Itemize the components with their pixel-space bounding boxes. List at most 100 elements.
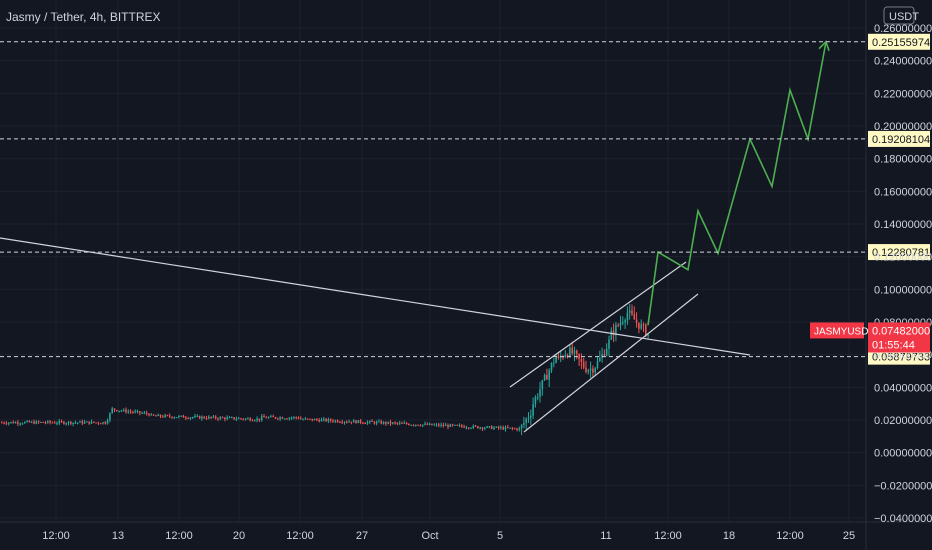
candle-body [306, 418, 309, 420]
candle-body [173, 417, 176, 419]
projection-path [647, 41, 827, 326]
candle-body [168, 415, 171, 417]
candle-body [382, 421, 385, 424]
candle-body [251, 420, 254, 422]
candle-body [134, 411, 136, 413]
candle-body [70, 421, 72, 424]
candle-body [405, 422, 408, 424]
candle-body [219, 417, 222, 420]
candle-body [408, 423, 410, 426]
candle-body [327, 419, 330, 422]
candle-body [40, 422, 42, 424]
candle-body [530, 415, 532, 418]
candle-body [256, 418, 258, 421]
level-label: 0.25155974 [872, 37, 930, 49]
candle-body [237, 418, 240, 420]
price-tick-label: 0.12000000 [874, 252, 932, 264]
candle-body [127, 411, 130, 413]
time-axis[interactable]: 12:00 13 12:00 20 12:00 27 Oct 5 11 12:00 18 12:00 2… [42, 530, 855, 542]
candle-body [129, 411, 132, 413]
candle-body [555, 356, 557, 363]
price-tick-label: 0.18000000 [874, 154, 932, 166]
candle-body [286, 418, 288, 420]
candle-body [274, 417, 277, 419]
candle-body [624, 320, 626, 323]
time-tick-label: 20 [233, 530, 245, 542]
candle-body [585, 367, 587, 372]
candle-body [645, 324, 647, 337]
candle-body [323, 418, 325, 420]
candle-body [283, 418, 286, 420]
time-tick-label: Oct [421, 530, 438, 542]
candle-body [571, 347, 573, 354]
horizontal-levels: 0.25155974 0.19208104 0.12280781 0.05879733 [0, 33, 930, 365]
price-axis[interactable]: 0.26000000 0.24000000 0.22000000 0.20000000… [810, 6, 932, 525]
candle-body [357, 420, 360, 424]
candle-body [122, 409, 125, 411]
candle-body [235, 418, 238, 420]
candle-body [490, 426, 493, 429]
candle-body [486, 426, 488, 428]
candle-body [346, 421, 348, 423]
symbol-tag-box [810, 322, 864, 339]
candle-body [162, 416, 164, 418]
channel-upper-line [509, 261, 687, 388]
candle-body [640, 324, 642, 329]
currency-badge [883, 6, 915, 25]
candle-body [444, 425, 447, 427]
candle-body [500, 427, 502, 429]
chart-title: Jasmy / Tether, 4h, BITTREX [6, 10, 161, 24]
candle-body [548, 370, 550, 380]
candle-body [523, 423, 525, 425]
candle-body [458, 425, 461, 427]
candle-body [605, 348, 608, 356]
candle-body [403, 422, 406, 424]
candle-body [626, 312, 629, 321]
candle-body [447, 425, 449, 427]
candle-body [442, 424, 445, 426]
candle-body [95, 422, 97, 424]
candle-body [228, 417, 231, 419]
time-tick-label: 12:00 [654, 530, 682, 542]
candle-body [180, 415, 182, 417]
price-tick-label: 0.14000000 [874, 219, 932, 231]
candle-body [300, 418, 302, 420]
candle-body [332, 420, 334, 422]
candle-body [484, 427, 486, 429]
candle-body [401, 422, 403, 424]
candle-body [97, 422, 100, 424]
candle-body [463, 426, 465, 428]
candle-body [212, 416, 215, 418]
candle-body [578, 353, 580, 360]
candle-body [5, 423, 8, 425]
candle-body [178, 416, 180, 418]
candle-body [247, 418, 249, 420]
price-tick-label: 0.20000000 [874, 121, 932, 133]
candlestick-series [1, 303, 649, 436]
candle-body [316, 419, 318, 421]
candle-body [81, 421, 84, 424]
candle-body [145, 412, 148, 414]
candle-body [608, 339, 610, 349]
candle-body [364, 423, 366, 425]
candle-body [371, 420, 373, 422]
candle-body [33, 421, 35, 424]
price-tick-label: 0.06000000 [874, 350, 932, 362]
candle-body [254, 420, 256, 422]
candle-body [99, 423, 102, 425]
candle-body [83, 421, 86, 424]
candle-body [150, 414, 153, 416]
candle-body [270, 416, 272, 418]
candle-body [518, 428, 521, 430]
last-price-label: 0.07482000 [872, 325, 930, 337]
candle-body [599, 358, 601, 362]
level-label: 0.19208104 [872, 134, 930, 146]
candle-body [603, 354, 606, 356]
candle-body [26, 421, 28, 423]
candle-body [419, 425, 422, 427]
candle-body [536, 396, 539, 398]
candle-body [244, 418, 247, 420]
candle-body [30, 421, 33, 423]
candle-body [171, 416, 173, 418]
